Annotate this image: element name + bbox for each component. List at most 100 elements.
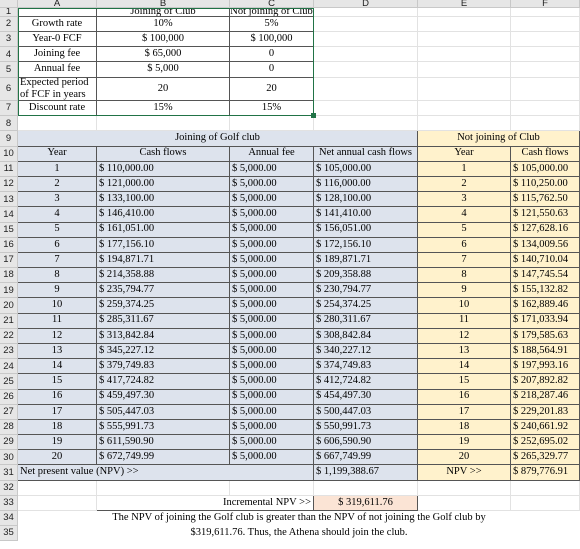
golf-annual-fee[interactable]: $ 5,000.00 [230,328,314,344]
empty-cell[interactable] [314,32,418,48]
notjoin-year[interactable]: 1 [418,161,511,177]
golf-year[interactable]: 15 [18,374,97,390]
empty-cell[interactable] [18,495,97,511]
golf-net-cash-flow[interactable]: $ 374,749.83 [314,359,418,375]
golf-cash-flow[interactable]: $ 133,100.00 [97,192,230,208]
column-header-e[interactable]: E [418,0,511,8]
empty-cell[interactable] [418,16,511,33]
golf-year[interactable]: 8 [18,268,97,284]
input-join-value[interactable]: 15% [97,101,230,117]
input-join-value[interactable]: $ 5,000 [97,62,230,78]
input-label[interactable]: Year-0 FCF [18,32,97,48]
column-header-d[interactable]: D [314,0,418,8]
notjoin-cash-flow[interactable]: $ 179,585.63 [511,328,580,344]
row-header-14[interactable]: 14 [0,207,18,223]
golf-annual-fee[interactable]: $ 5,000.00 [230,177,314,193]
row-header-32[interactable]: 32 [0,480,18,496]
golf-annual-fee[interactable]: $ 5,000.00 [230,419,314,436]
notjoin-year[interactable]: 18 [418,419,511,436]
notjoin-year[interactable]: 19 [418,435,511,451]
empty-cell[interactable] [511,62,580,78]
notjoin-year[interactable]: 4 [418,207,511,223]
golf-net-cash-flow[interactable]: $ 280,311.67 [314,313,418,329]
golf-col-fee[interactable]: Annual fee [230,146,314,162]
row-header-16[interactable]: 16 [0,237,18,253]
empty-cell[interactable] [418,62,511,78]
golf-col-net[interactable]: Net annual cash flows [314,146,418,162]
empty-cell[interactable] [511,47,580,63]
golf-cash-flow[interactable]: $ 417,724.82 [97,374,230,390]
golf-annual-fee[interactable]: $ 5,000.00 [230,237,314,253]
incremental-npv-value[interactable]: $ 319,611.76 [314,495,418,511]
column-header-a[interactable]: A [18,0,97,8]
golf-cash-flow[interactable]: $ 285,311.67 [97,313,230,329]
golf-net-cash-flow[interactable]: $ 156,051.00 [314,222,418,238]
input-header-blank[interactable] [18,8,97,17]
row-header-33[interactable]: 33 [0,495,18,511]
notjoin-cash-flow[interactable]: $ 115,762.50 [511,192,580,208]
notjoin-cash-flow[interactable]: $ 105,000.00 [511,161,580,177]
row-header-6[interactable]: 6 [0,77,18,102]
empty-cell[interactable] [97,116,230,132]
input-join-value[interactable]: $ 65,000 [97,47,230,63]
golf-net-cash-flow[interactable]: $ 340,227.12 [314,344,418,360]
golf-year[interactable]: 14 [18,359,97,375]
notjoin-year[interactable]: 10 [418,298,511,314]
notjoin-year[interactable]: 12 [418,328,511,344]
golf-year[interactable]: 10 [18,298,97,314]
empty-cell[interactable] [418,495,511,511]
input-label[interactable]: Growth rate [18,16,97,33]
golf-title[interactable]: Joining of Golf club [18,131,418,147]
empty-cell[interactable] [511,101,580,117]
row-header-35[interactable]: 35 [0,526,18,542]
golf-year[interactable]: 4 [18,207,97,223]
notjoin-year[interactable]: 17 [418,404,511,420]
golf-cash-flow[interactable]: $ 146,410.00 [97,207,230,223]
empty-cell[interactable] [230,116,314,132]
row-header-28[interactable]: 28 [0,419,18,436]
notjoin-npv-value[interactable]: $ 879,776.91 [511,465,580,481]
empty-cell[interactable] [511,116,580,132]
input-join-value[interactable]: 10% [97,16,230,33]
row-header-4[interactable]: 4 [0,47,18,63]
notjoin-cash-flow[interactable]: $ 110,250.00 [511,177,580,193]
golf-net-cash-flow[interactable]: $ 172,156.10 [314,237,418,253]
incremental-npv-label[interactable]: Incremental NPV >> [97,495,314,511]
notjoin-cash-flow[interactable]: $ 155,132.82 [511,283,580,299]
notjoin-col-cash[interactable]: Cash flows [511,146,580,162]
row-header-2[interactable]: 2 [0,16,18,33]
input-join-value[interactable]: $ 100,000 [97,32,230,48]
notjoin-cash-flow[interactable]: $ 121,550.63 [511,207,580,223]
golf-annual-fee[interactable]: $ 5,000.00 [230,389,314,405]
input-label[interactable]: Discount rate [18,101,97,117]
row-header-5[interactable]: 5 [0,62,18,78]
empty-cell[interactable] [314,77,418,102]
row-header-34[interactable]: 34 [0,510,18,527]
golf-annual-fee[interactable]: $ 5,000.00 [230,404,314,420]
empty-cell[interactable] [418,77,511,102]
row-header-29[interactable]: 29 [0,435,18,451]
golf-net-cash-flow[interactable]: $ 500,447.03 [314,404,418,420]
input-not-value[interactable]: 20 [230,77,314,102]
empty-cell[interactable] [418,480,511,496]
golf-cash-flow[interactable]: $ 177,156.10 [97,237,230,253]
golf-annual-fee[interactable]: $ 5,000.00 [230,450,314,466]
golf-annual-fee[interactable]: $ 5,000.00 [230,283,314,299]
row-header-26[interactable]: 26 [0,389,18,405]
notjoin-cash-flow[interactable]: $ 229,201.83 [511,404,580,420]
notjoin-year[interactable]: 15 [418,374,511,390]
golf-annual-fee[interactable]: $ 5,000.00 [230,192,314,208]
empty-cell[interactable] [314,62,418,78]
empty-cell[interactable] [418,101,511,117]
golf-year[interactable]: 9 [18,283,97,299]
empty-cell[interactable] [18,116,97,132]
row-header-19[interactable]: 19 [0,283,18,299]
golf-cash-flow[interactable]: $ 555,991.73 [97,419,230,436]
notjoin-npv-label[interactable]: NPV >> [418,465,511,481]
golf-cash-flow[interactable]: $ 110,000.00 [97,161,230,177]
notjoin-year[interactable]: 14 [418,359,511,375]
notjoin-cash-flow[interactable]: $ 265,329.77 [511,450,580,466]
notjoin-cash-flow[interactable]: $ 252,695.02 [511,435,580,451]
notjoin-cash-flow[interactable]: $ 162,889.46 [511,298,580,314]
row-header-9[interactable]: 9 [0,131,18,147]
